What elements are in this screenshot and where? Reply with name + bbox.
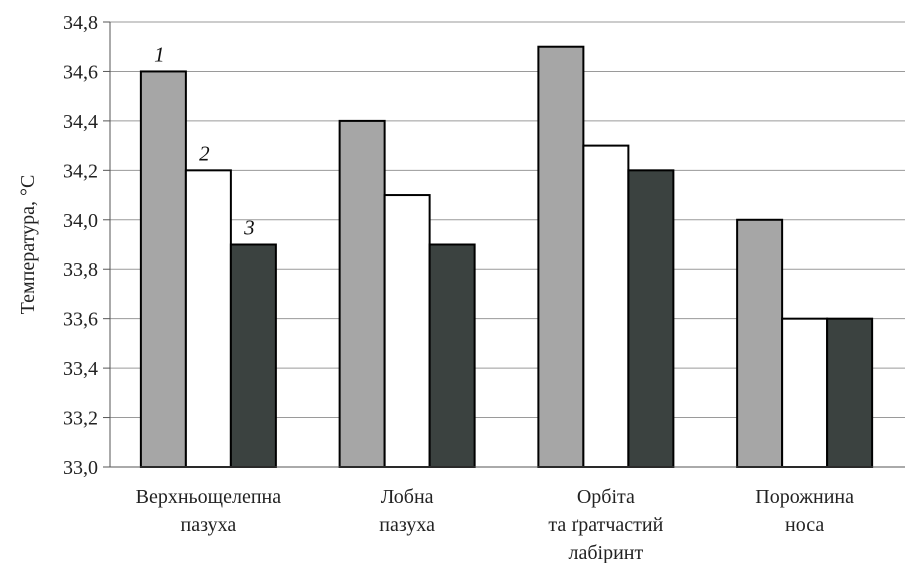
x-category-label: Порожнина носа	[755, 486, 854, 536]
y-tick-label: 34,2	[63, 160, 98, 182]
y-tick-label: 33,4	[63, 358, 98, 380]
x-category-label-line: лабіринт	[569, 542, 644, 563]
bar	[383, 194, 431, 469]
bar	[229, 243, 277, 468]
bar	[781, 317, 829, 468]
x-category-label: Лобна пазуха	[379, 486, 435, 536]
y-tick-label: 34,8	[63, 12, 98, 34]
x-category-label: Верхньощелепна пазуха	[136, 486, 282, 536]
x-category-label-line: носа	[785, 514, 824, 536]
x-category-label-line: та ґратчастий	[548, 514, 663, 536]
x-category-label-line: пазуха	[181, 514, 237, 536]
bar	[627, 169, 675, 468]
y-tick-label: 34,0	[63, 210, 98, 232]
y-tick-label: 34,4	[63, 111, 98, 133]
y-tick-label: 33,0	[63, 457, 98, 479]
bar	[184, 169, 232, 468]
x-category-label-line: Верхньощелепна	[136, 486, 282, 508]
bar	[428, 243, 476, 468]
y-tick-label: 33,6	[63, 309, 98, 331]
bar	[338, 119, 386, 468]
bar	[139, 70, 187, 468]
x-category-label: Орбіта та ґратчастий лабіринт	[548, 486, 663, 563]
bar	[826, 317, 874, 468]
y-tick-label: 34,6	[63, 61, 98, 83]
x-category-label-line: пазуха	[379, 514, 435, 536]
series-label: 2	[199, 141, 210, 165]
x-category-label-line: Орбіта	[577, 486, 635, 508]
bar	[736, 218, 784, 468]
bar	[537, 45, 585, 468]
y-tick-label: 33,8	[63, 259, 98, 281]
bar	[582, 144, 630, 468]
series-label: 1	[154, 42, 165, 66]
x-category-label-line: Порожнина	[755, 486, 854, 508]
y-axis-title: Температура, °С	[17, 175, 39, 315]
x-category-label-line: Лобна	[381, 486, 434, 508]
series-label: 3	[243, 216, 255, 240]
y-tick-label: 33,2	[63, 408, 98, 430]
